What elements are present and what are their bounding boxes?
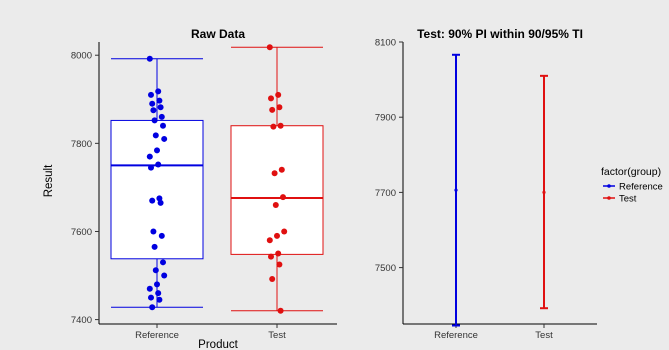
- interval-errorbars: [452, 53, 548, 327]
- data-point: [278, 166, 285, 173]
- data-point: [150, 228, 157, 235]
- data-point: [157, 199, 164, 206]
- data-point: [274, 232, 280, 239]
- data-point: [266, 237, 273, 244]
- interval-axes: 7500 7700 7900 8100 Reference Test: [375, 38, 597, 341]
- data-point: [148, 294, 154, 301]
- data-point: [268, 95, 274, 102]
- data-point: [156, 296, 163, 303]
- interval-y-tick-label: 7500: [375, 263, 396, 274]
- interval-y-tick-label: 8100: [375, 38, 396, 49]
- data-point: [152, 267, 159, 274]
- data-point: [151, 117, 158, 124]
- errorbar-center-point: [542, 190, 546, 194]
- data-point: [160, 259, 166, 266]
- data-point: [269, 106, 276, 113]
- interval-x-tick-label: Test: [535, 330, 553, 341]
- data-point: [146, 285, 153, 292]
- data-point: [280, 194, 286, 201]
- data-point: [271, 170, 278, 177]
- data-point: [272, 202, 279, 209]
- legend-key-point: [607, 184, 611, 188]
- raw-data-y-tick-label: 8000: [71, 51, 92, 62]
- data-point: [161, 272, 168, 279]
- data-point: [281, 228, 288, 235]
- raw-data-points: [146, 44, 288, 314]
- data-point: [269, 276, 276, 283]
- data-point: [154, 147, 160, 154]
- data-point: [149, 100, 156, 107]
- interval-y-tick-label: 7900: [375, 113, 396, 124]
- raw-data-title: Raw Data: [191, 27, 245, 41]
- interval-x-tick-label: Reference: [434, 330, 478, 341]
- box-iqr: [110, 119, 204, 260]
- data-point: [277, 122, 284, 129]
- data-point: [155, 290, 162, 297]
- legend-entry-label: Test: [619, 194, 637, 205]
- data-point: [146, 55, 153, 62]
- errorbar-center-point: [454, 188, 458, 192]
- interval-y-tick-label: 7700: [375, 188, 396, 199]
- interval-title: Test: 90% PI within 90/95% TI: [417, 27, 583, 41]
- data-point: [154, 281, 160, 288]
- legend-key-point: [607, 196, 611, 200]
- data-point: [275, 91, 282, 98]
- raw-data-xlabel: Product: [198, 339, 238, 350]
- data-point: [268, 253, 274, 260]
- data-point: [276, 261, 283, 268]
- raw-data-axes: 7400 7600 7800 8000 Reference Test: [71, 42, 337, 341]
- data-point: [146, 153, 153, 160]
- raw-data-y-tick-label: 7400: [71, 315, 92, 326]
- data-point: [152, 132, 159, 139]
- data-point: [160, 122, 166, 129]
- legend-entry-label: Reference: [619, 182, 663, 193]
- raw-data-y-tick-label: 7800: [71, 139, 92, 150]
- raw-data-y-tick-label: 7600: [71, 227, 92, 238]
- data-point: [151, 243, 158, 250]
- data-point: [266, 44, 273, 51]
- data-point: [156, 97, 163, 104]
- data-point: [150, 107, 157, 114]
- data-point: [149, 197, 156, 204]
- data-point: [270, 123, 277, 130]
- raw-data-boxes: [110, 46, 324, 312]
- data-point: [155, 161, 162, 168]
- data-point: [275, 250, 282, 257]
- legend-title: factor(group): [601, 166, 661, 178]
- data-point: [149, 304, 156, 311]
- raw-data-ylabel: Result: [43, 164, 55, 197]
- data-point: [158, 232, 165, 239]
- data-point: [158, 113, 165, 120]
- data-point: [155, 88, 162, 95]
- raw-data-x-tick-label: Test: [268, 330, 286, 341]
- data-point: [148, 91, 154, 98]
- data-point: [161, 135, 168, 142]
- data-point: [148, 164, 154, 171]
- raw-data-x-tick-label: Reference: [135, 330, 179, 341]
- data-point: [277, 307, 284, 314]
- data-point: [276, 104, 283, 111]
- data-point: [157, 104, 164, 111]
